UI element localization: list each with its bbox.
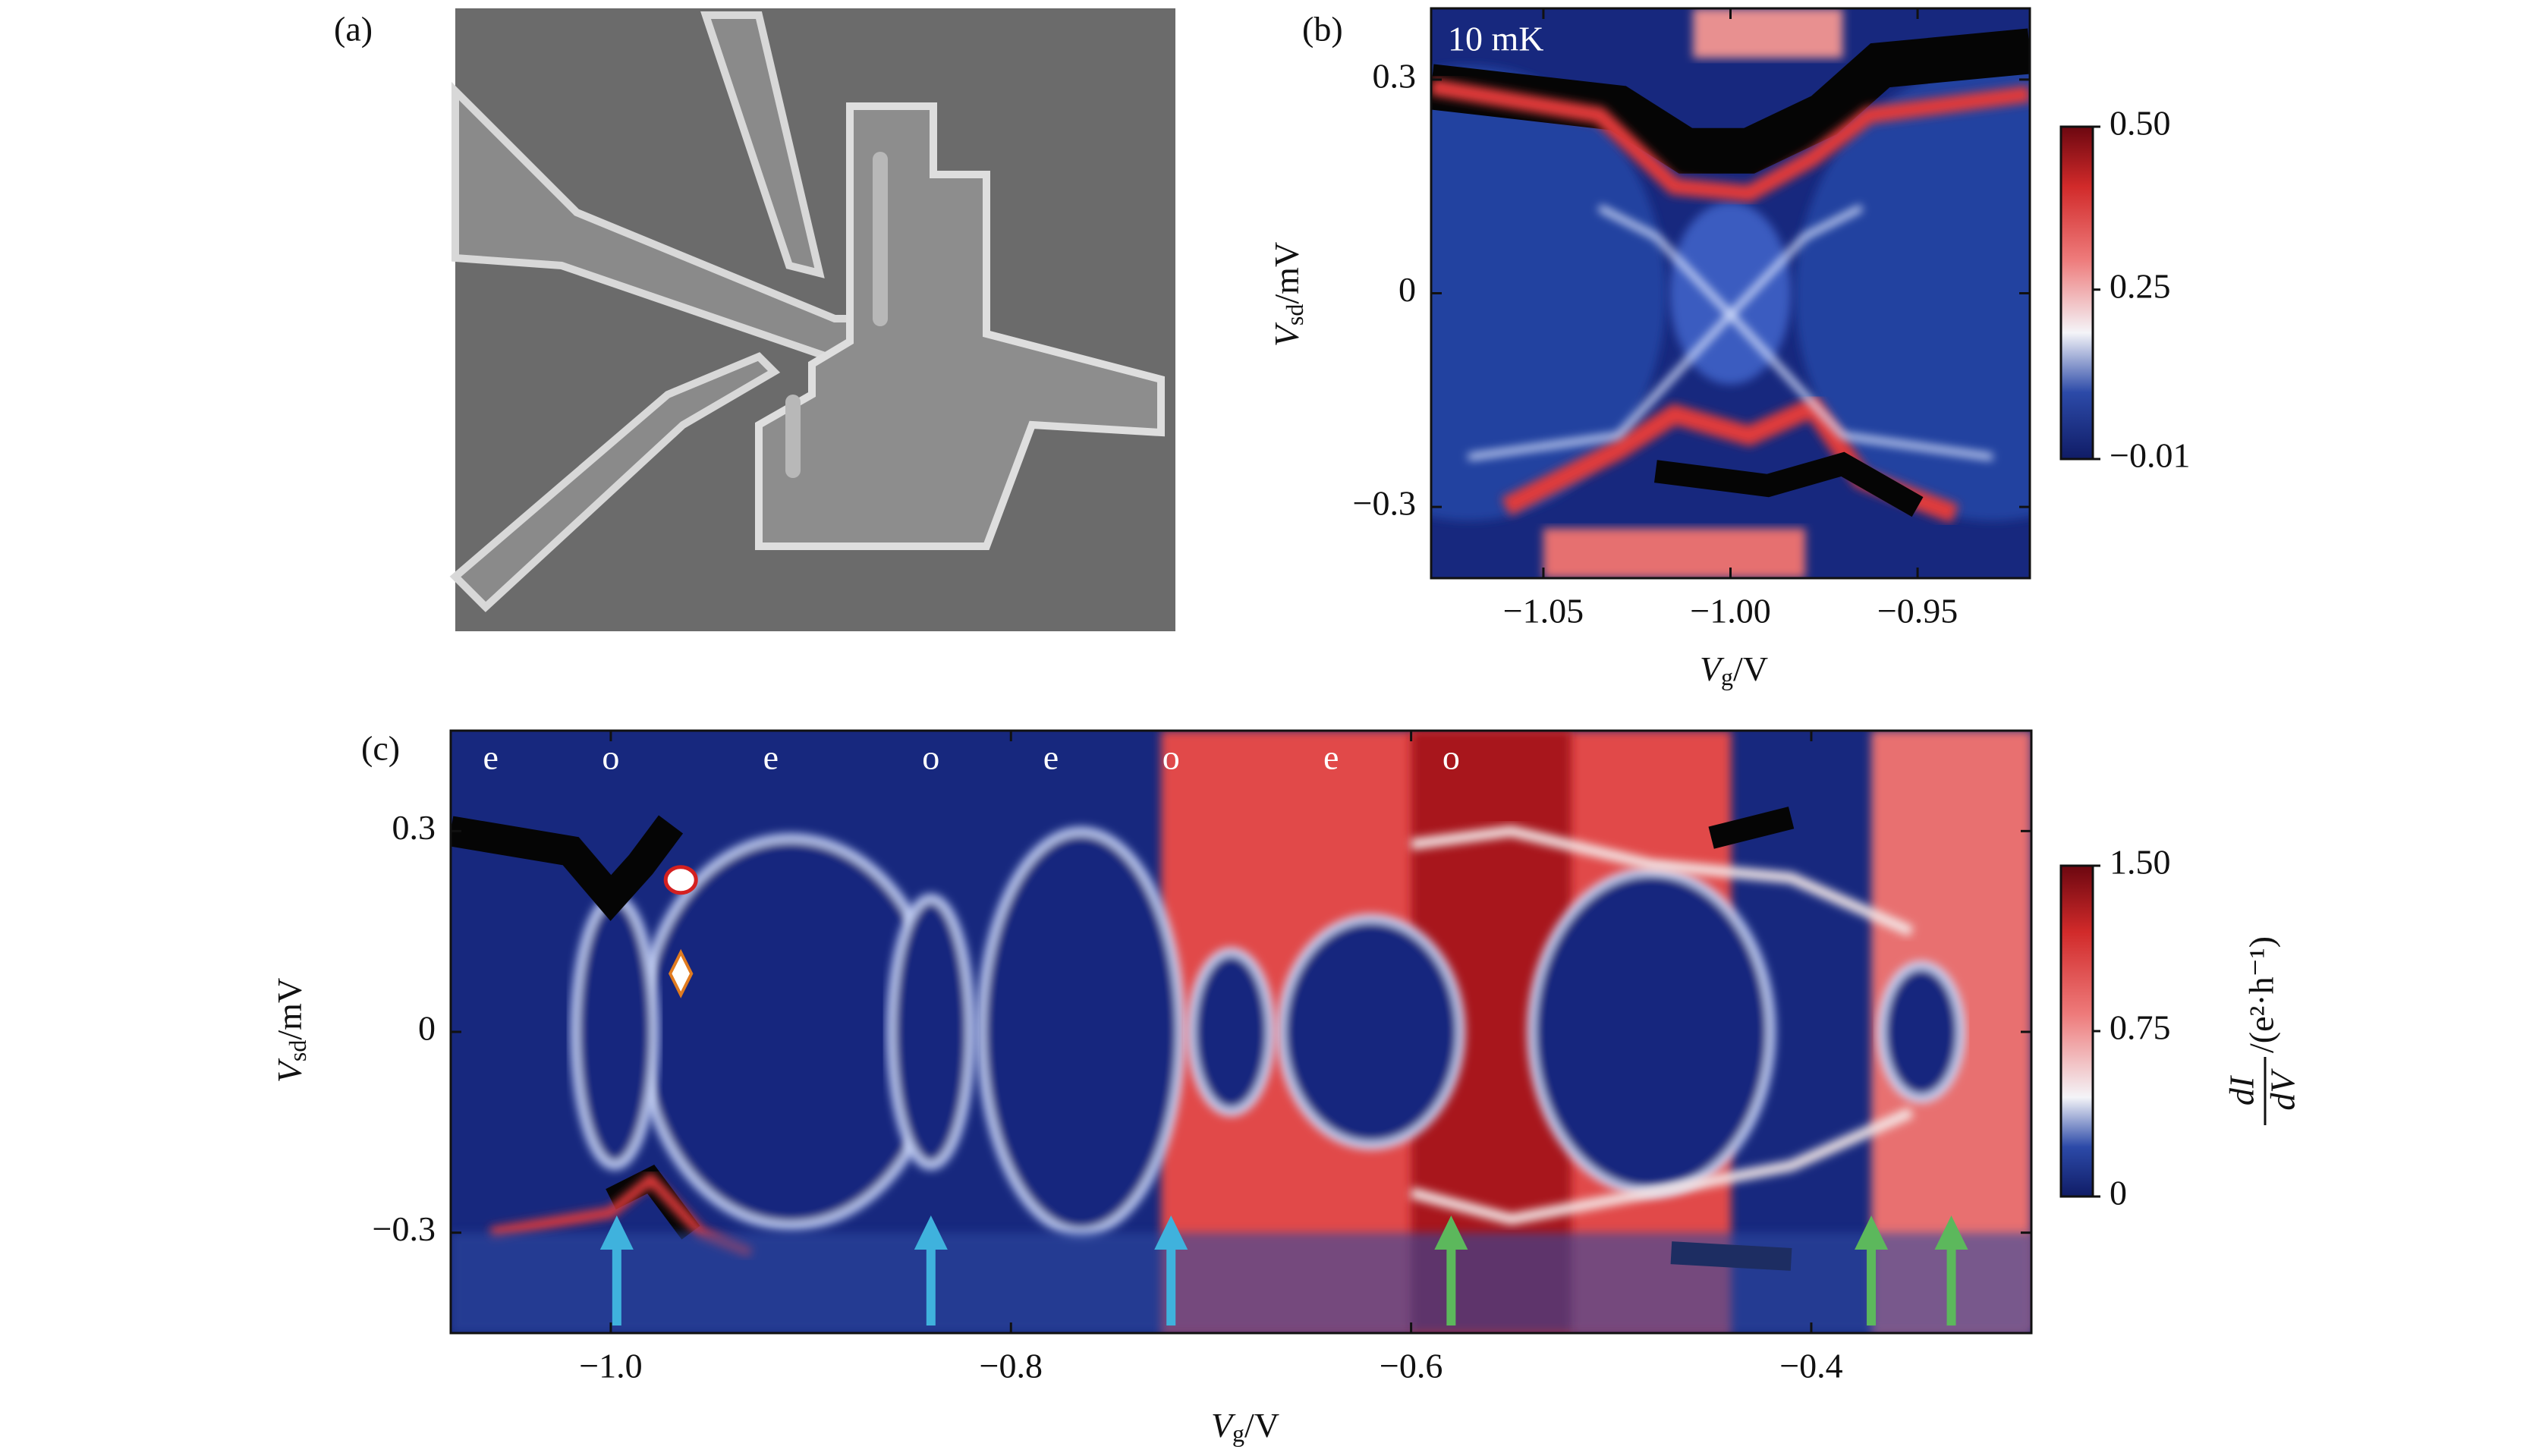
parity-label: o — [1443, 738, 1460, 777]
colorbar-tick-label: −0.01 — [2110, 436, 2190, 475]
colorbar-label-unit: /(e²·h⁻¹) — [2242, 936, 2281, 1053]
blob — [1431, 65, 1666, 521]
arrow — [1934, 1215, 1968, 1325]
axis-unit: /V — [1244, 1406, 1279, 1445]
band — [1693, 8, 1843, 58]
arrow-head — [1154, 1215, 1188, 1250]
y-tick-label: 0.3 — [1373, 56, 1417, 95]
band — [1653, 451, 1924, 517]
axis-subscript: g — [1232, 1420, 1244, 1447]
axis-label: Vsd/mV — [270, 978, 312, 1083]
axis-subscript: g — [1721, 663, 1733, 690]
axis-label: Vsd/mV — [1267, 242, 1309, 347]
axis-symbol: V — [270, 1058, 309, 1083]
arrow-head — [914, 1215, 948, 1250]
y-tick-label: 0.3 — [392, 808, 436, 847]
parity-label: o — [602, 738, 619, 777]
panel-label: (a) — [334, 10, 373, 49]
colorbar-label-numerator: dI — [2223, 1074, 2261, 1105]
x-tick-label: −0.4 — [1779, 1347, 1842, 1385]
blob — [1795, 65, 2030, 521]
parity-label: e — [1323, 738, 1339, 777]
marker — [668, 948, 694, 998]
x-tick-label: −1.00 — [1690, 592, 1770, 631]
band — [1708, 807, 1795, 849]
x-tick-label: −1.0 — [579, 1347, 642, 1385]
axis-subscript: sd — [284, 1040, 311, 1061]
band — [1409, 1107, 1914, 1225]
axis-unit: /V — [1733, 649, 1768, 688]
axis-label: Vg/V — [1700, 649, 1768, 691]
axis-symbol: V — [1267, 322, 1306, 347]
lens — [977, 827, 1185, 1237]
x-tick-label: −0.95 — [1877, 592, 1958, 631]
marker — [663, 865, 698, 895]
lens — [1527, 867, 1776, 1197]
axis-unit: /mV — [270, 978, 309, 1040]
axis-symbol: V — [1700, 649, 1725, 688]
arrow-head — [1934, 1215, 1968, 1250]
lens — [571, 894, 659, 1170]
lens — [887, 894, 975, 1170]
lens — [1277, 914, 1465, 1149]
axis-label: Vg/V — [1211, 1406, 1279, 1448]
colorbar-tick-label: 0.75 — [2110, 1008, 2171, 1047]
arrow — [1154, 1215, 1188, 1325]
band — [1598, 205, 1993, 461]
parity-label: e — [483, 738, 499, 777]
y-tick-label: −0.3 — [1353, 484, 1416, 523]
panel-label: (c) — [361, 729, 400, 768]
parity-label: o — [1163, 738, 1180, 777]
band — [1431, 78, 2030, 203]
arrow-head — [1855, 1215, 1889, 1250]
arrow — [1855, 1215, 1889, 1325]
heatmap-c — [451, 731, 2031, 1333]
colorbar — [2059, 864, 2094, 1198]
colorbar — [2059, 125, 2094, 461]
parity-label: o — [922, 738, 939, 777]
y-tick-label: 0 — [418, 1009, 436, 1048]
arrow — [599, 1215, 634, 1325]
heatmap-b — [1431, 8, 2030, 578]
arrow-head — [599, 1215, 634, 1250]
colorbar-label-denominator: dV — [2264, 1068, 2302, 1111]
annotation: 10 mK — [1448, 20, 1544, 58]
band — [451, 1232, 2031, 1333]
axis-unit: /mV — [1267, 242, 1306, 304]
x-tick-label: −1.05 — [1503, 592, 1584, 631]
band — [451, 815, 684, 921]
band — [1410, 825, 1914, 937]
colorbar-tick-label: 0.50 — [2110, 104, 2171, 143]
band — [1543, 528, 1806, 578]
x-tick-label: −0.8 — [980, 1347, 1043, 1385]
arrow-head — [1434, 1215, 1468, 1250]
panel-label: (b) — [1302, 10, 1343, 49]
colorbar-tick-label: 0 — [2110, 1174, 2127, 1212]
colorbar-label: dI dV /(e²·h⁻¹) — [2223, 936, 2302, 1125]
y-tick-label: 0 — [1398, 270, 1416, 309]
blob — [1669, 202, 1792, 385]
sem-image — [449, 8, 1175, 631]
parity-label: e — [763, 738, 779, 777]
x-tick-label: −0.6 — [1380, 1347, 1443, 1385]
parity-label: e — [1043, 738, 1059, 777]
lens — [1187, 948, 1276, 1116]
band — [1431, 28, 2030, 174]
colorbar-tick-label: 0.25 — [2110, 266, 2171, 305]
arrow — [914, 1215, 948, 1325]
colorbar-tick-label: 1.50 — [2110, 843, 2171, 882]
lens — [1877, 961, 1965, 1103]
y-tick-label: −0.3 — [373, 1209, 436, 1248]
axis-symbol: V — [1211, 1406, 1236, 1445]
arrow — [1434, 1215, 1468, 1325]
axis-subscript: sd — [1281, 304, 1308, 325]
